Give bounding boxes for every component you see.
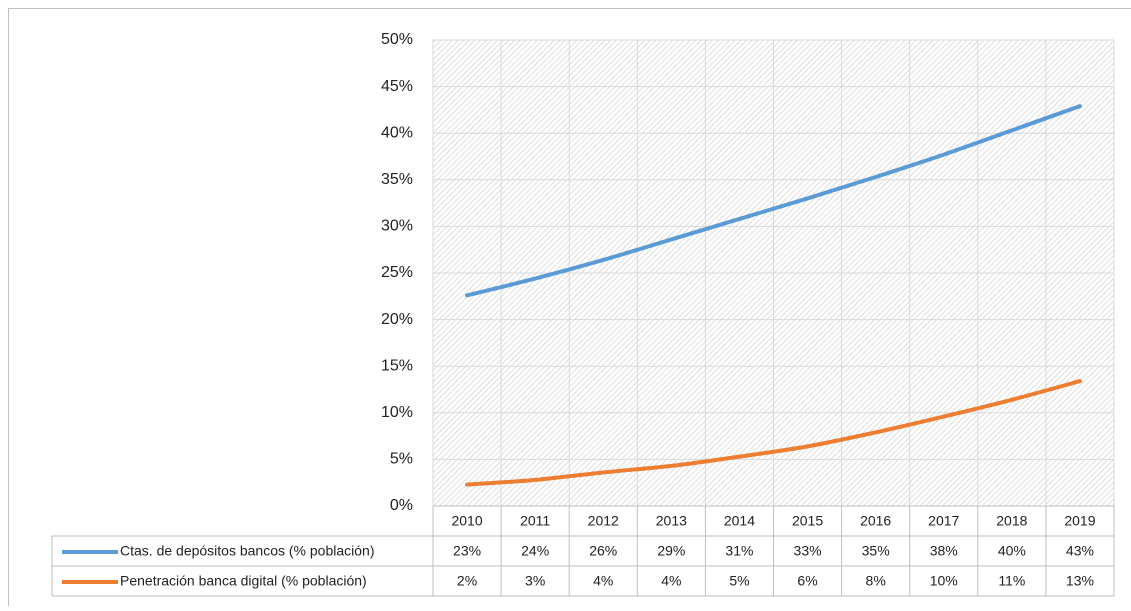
data-label: 43% <box>1066 543 1094 559</box>
data-label: 6% <box>797 573 817 589</box>
y-tick-label: 50% <box>381 31 413 48</box>
legend-label: Penetración banca digital (% población) <box>120 573 367 589</box>
x-tick-label: 2012 <box>588 513 619 529</box>
x-tick-label: 2018 <box>996 513 1027 529</box>
y-tick-label: 25% <box>381 264 413 281</box>
y-tick-label: 45% <box>381 78 413 95</box>
y-tick-label: 30% <box>381 218 413 235</box>
x-tick-label: 2014 <box>724 513 755 529</box>
y-tick-label: 15% <box>381 357 413 374</box>
x-tick-label: 2011 <box>520 513 550 529</box>
data-label: 40% <box>998 543 1026 559</box>
legend-label: Ctas. de depósitos bancos (% población) <box>120 543 374 559</box>
data-label: 24% <box>521 543 549 559</box>
x-tick-label: 2015 <box>792 513 823 529</box>
x-tick-label: 2013 <box>656 513 687 529</box>
data-label: 13% <box>1066 573 1094 589</box>
y-tick-label: 35% <box>381 171 413 188</box>
y-tick-label: 20% <box>381 311 413 328</box>
x-tick-label: 2010 <box>451 513 482 529</box>
data-label: 35% <box>862 543 890 559</box>
y-tick-label: 40% <box>381 124 413 141</box>
y-tick-label: 5% <box>390 451 413 468</box>
data-label: 3% <box>525 573 545 589</box>
x-tick-label: 2017 <box>928 513 959 529</box>
data-label: 2% <box>457 573 477 589</box>
y-tick-label: 0% <box>390 497 413 514</box>
data-label: 33% <box>794 543 822 559</box>
data-label: 29% <box>657 543 685 559</box>
data-label: 5% <box>729 573 749 589</box>
data-label: 38% <box>930 543 958 559</box>
data-label: 10% <box>930 573 958 589</box>
data-label: 4% <box>593 573 613 589</box>
data-label: 11% <box>998 573 1025 589</box>
x-tick-label: 2016 <box>860 513 891 529</box>
data-label: 8% <box>866 573 886 589</box>
x-tick-label: 2019 <box>1064 513 1095 529</box>
data-label: 23% <box>453 543 481 559</box>
y-tick-label: 10% <box>381 404 413 421</box>
data-label: 26% <box>589 543 617 559</box>
data-label: 31% <box>725 543 753 559</box>
data-label: 4% <box>661 573 681 589</box>
